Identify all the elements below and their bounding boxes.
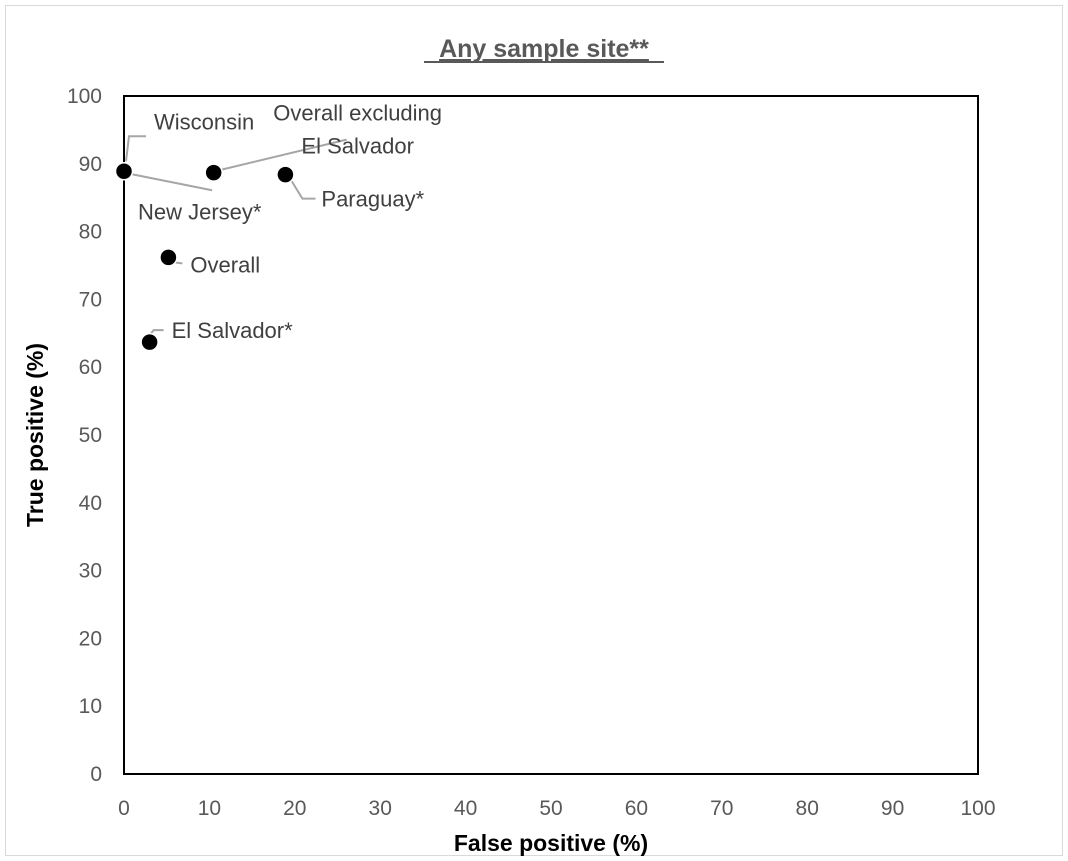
scatter-point <box>140 332 159 352</box>
leader-line <box>131 173 213 192</box>
chart-title: Any sample site** <box>439 35 649 63</box>
y-tick-label: 30 <box>79 560 102 583</box>
y-tick-label: 40 <box>79 492 102 515</box>
leader-lines <box>125 135 347 335</box>
data-label: Paraguay* <box>321 187 424 212</box>
y-tick-label: 90 <box>79 153 102 176</box>
data-labels: Wisconsin New Jersey* Overall excluding El … <box>138 101 442 344</box>
y-tick-label: 60 <box>79 356 102 379</box>
y-tick-label: 100 <box>67 85 102 108</box>
y-tick-label: 10 <box>79 695 102 718</box>
leader-line <box>125 135 146 162</box>
x-tick-label: 0 <box>118 797 130 820</box>
leader-line <box>221 138 347 171</box>
data-points <box>114 162 295 352</box>
x-axis-ticks: 0 10 20 30 40 50 60 70 80 90 100 <box>118 797 995 820</box>
x-tick-label: 30 <box>369 797 392 820</box>
y-tick-label: 20 <box>79 627 102 650</box>
data-label: New Jersey* <box>138 199 262 224</box>
y-tick-label: 50 <box>79 424 102 447</box>
scatter-point <box>204 163 223 182</box>
chart-frame <box>5 5 1063 856</box>
x-tick-label: 100 <box>960 797 995 820</box>
x-tick-label: 20 <box>283 797 306 820</box>
data-label: El Salvador* <box>172 318 294 343</box>
y-axis-ticks: 0 10 20 30 40 50 60 70 80 90 100 <box>67 85 102 786</box>
x-tick-label: 90 <box>881 797 904 820</box>
x-tick-label: 10 <box>198 797 221 820</box>
data-label: El Salvador <box>301 134 414 159</box>
scatter-point <box>114 162 134 181</box>
y-axis-title: True positive (%) <box>22 343 48 527</box>
data-label: Overall <box>190 252 260 277</box>
scatter-point <box>276 165 295 184</box>
x-tick-label: 40 <box>454 797 477 820</box>
data-label: Wisconsin <box>154 109 254 134</box>
x-tick-label: 80 <box>796 797 819 820</box>
y-tick-label: 70 <box>79 288 102 311</box>
x-tick-label: 70 <box>710 797 733 820</box>
scatter-point <box>159 248 178 267</box>
plot-area <box>123 95 979 775</box>
x-axis-title: False positive (%) <box>454 830 648 856</box>
x-tick-label: 50 <box>539 797 562 820</box>
y-tick-label: 80 <box>79 221 102 244</box>
leader-line <box>290 180 316 200</box>
x-tick-label: 60 <box>625 797 648 820</box>
leader-line <box>149 329 164 335</box>
data-label: Overall excluding <box>273 101 442 126</box>
y-tick-label: 0 <box>90 763 102 786</box>
